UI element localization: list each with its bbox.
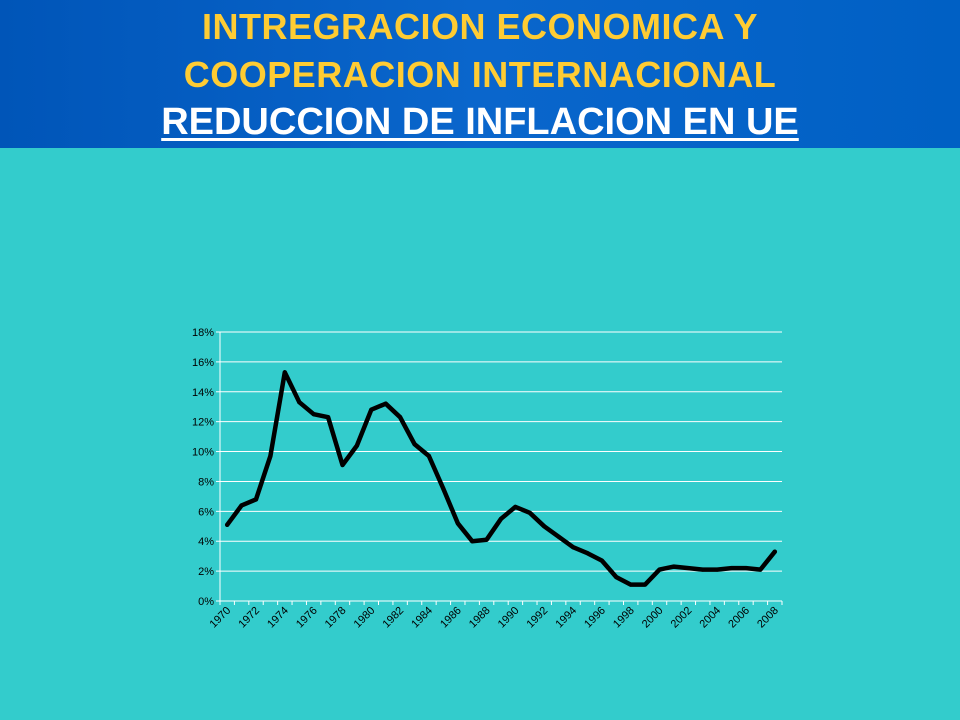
data-point: [369, 407, 374, 412]
x-tick-label: 1996: [582, 605, 608, 631]
x-tick-label: 2006: [726, 605, 752, 631]
x-tick-label: 2000: [640, 605, 666, 631]
y-tick-label: 2%: [198, 566, 214, 578]
data-point: [470, 539, 475, 544]
title-line-2: COOPERACION INTERNACIONAL: [183, 54, 777, 95]
y-tick-label: 4%: [198, 536, 214, 548]
y-tick-label: 14%: [192, 387, 214, 399]
data-point: [297, 400, 302, 405]
data-point: [542, 524, 547, 529]
y-tick-label: 10%: [192, 447, 214, 459]
data-point: [686, 566, 691, 571]
x-tick-label: 2004: [697, 605, 723, 631]
data-point: [340, 463, 345, 468]
data-point: [268, 454, 273, 459]
data-point: [743, 566, 748, 571]
data-point: [729, 566, 734, 571]
data-point: [383, 401, 388, 406]
y-tick-label: 8%: [198, 476, 214, 488]
data-point: [225, 522, 230, 527]
x-tick-label: 1988: [467, 605, 493, 631]
data-point: [441, 486, 446, 491]
data-point: [455, 521, 460, 526]
y-tick-label: 6%: [198, 506, 214, 518]
data-point: [571, 545, 576, 550]
data-point: [484, 537, 489, 542]
x-tick-label: 1998: [611, 605, 637, 631]
y-tick-label: 12%: [192, 417, 214, 429]
data-point: [614, 575, 619, 580]
x-tick-label: 1984: [409, 605, 435, 631]
data-point: [239, 503, 244, 508]
data-point: [772, 549, 777, 554]
slide-subtitle: REDUCCION DE INFLACION EN UE: [161, 101, 799, 143]
title-banner: INTREGRACION ECONOMICA Y COOPERACION INT…: [0, 0, 960, 148]
data-point: [643, 582, 648, 587]
x-tick-label: 2002: [669, 605, 695, 631]
title-line-1: INTREGRACION ECONOMICA Y: [201, 6, 759, 47]
data-point: [426, 454, 431, 459]
data-point: [599, 558, 604, 563]
x-tick-label: 1982: [380, 605, 406, 631]
data-point: [585, 551, 590, 556]
x-tick-label: 2008: [755, 605, 781, 631]
data-point: [628, 582, 633, 587]
data-point: [254, 497, 259, 502]
x-tick-label: 1976: [294, 605, 320, 631]
data-point: [657, 567, 662, 572]
x-tick-label: 1974: [265, 605, 291, 631]
data-point: [527, 510, 532, 515]
data-point: [326, 415, 331, 420]
y-tick-label: 0%: [198, 596, 214, 608]
x-tick-label: 1978: [323, 605, 349, 631]
x-tick-label: 1972: [236, 605, 262, 631]
data-point: [311, 412, 316, 417]
inflation-series-line: [224, 370, 778, 587]
data-point: [758, 567, 763, 572]
data-point: [715, 567, 720, 572]
y-tick-label: 18%: [192, 327, 214, 339]
data-point: [700, 567, 705, 572]
data-point: [354, 443, 359, 448]
data-point: [513, 504, 518, 509]
x-tick-label: 1970: [208, 605, 234, 631]
x-tick-label: 1980: [352, 605, 378, 631]
data-point: [671, 564, 676, 569]
x-tick-label: 1994: [553, 605, 579, 631]
y-tick-label: 16%: [192, 357, 214, 369]
data-point: [499, 516, 503, 521]
data-point: [398, 415, 403, 420]
data-point: [282, 370, 287, 375]
x-tick-label: 1992: [525, 605, 551, 631]
data-point: [412, 442, 417, 447]
data-point: [556, 534, 561, 539]
x-tick-label: 1986: [438, 605, 464, 631]
x-tick-label: 1990: [496, 605, 522, 631]
